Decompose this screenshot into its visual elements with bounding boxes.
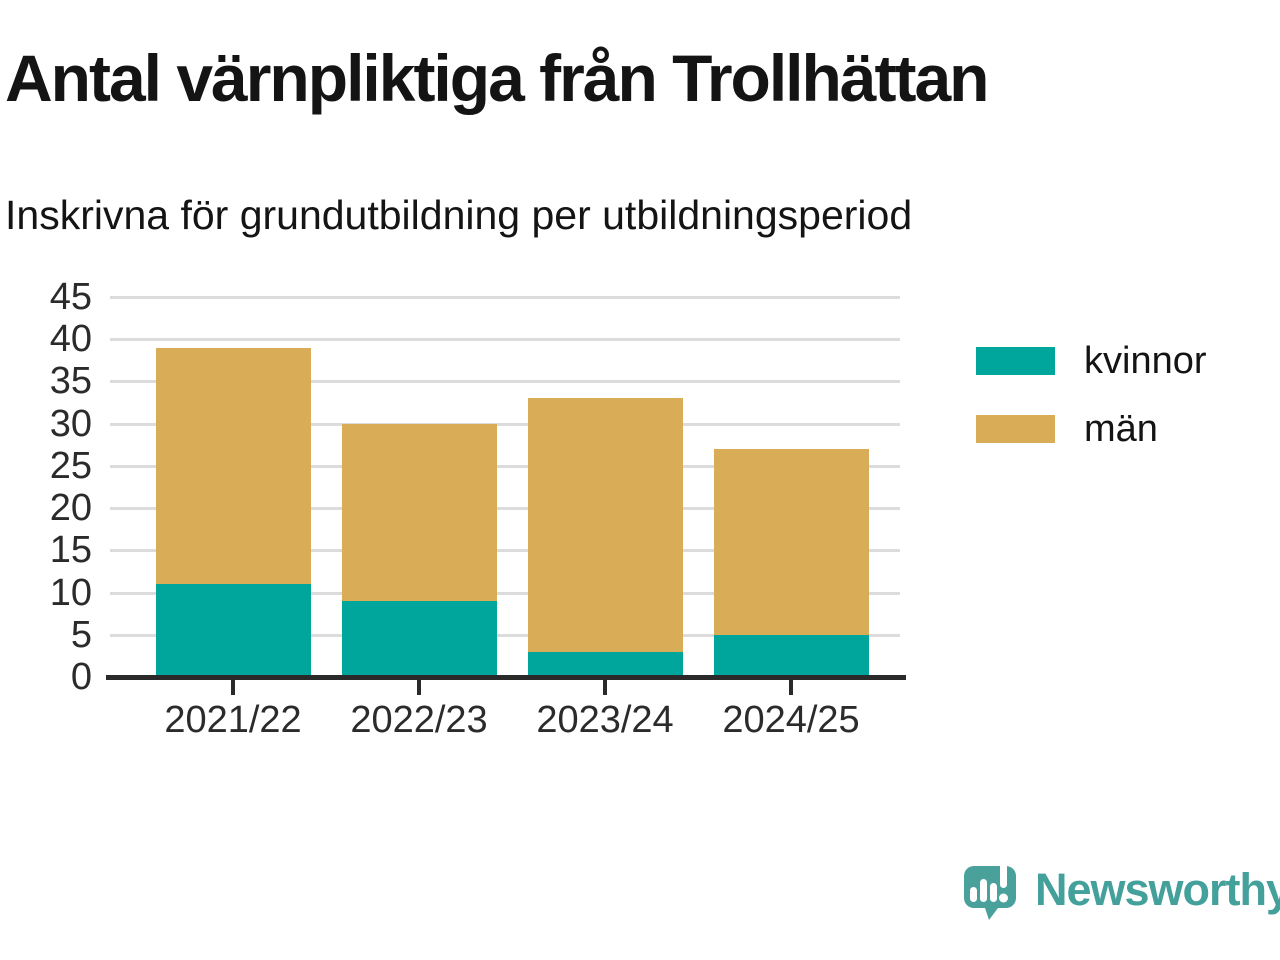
x-tick-2021/22 [231,680,235,695]
legend-label-kvinnor: kvinnor [1084,340,1207,382]
x-tick-2022/23 [417,680,421,695]
y-tick-label: 25 [49,444,92,487]
newsworthy-logo-icon [964,860,1016,920]
y-tick-label: 15 [49,529,92,572]
x-tick-label: 2023/24 [536,699,674,741]
y-tick-label: 5 [70,613,92,656]
gridline-45 [110,296,900,299]
legend-swatch-män [976,415,1055,443]
gridline-15 [110,549,900,553]
newsworthy-wordmark: Newsworthy [1035,864,1280,915]
legend-swatch-kvinnor [976,347,1055,375]
x-tick-2024/25 [789,680,793,695]
gridline-25 [110,464,900,468]
bar-2023/24-kvinnor [527,651,683,677]
y-tick-label: 10 [49,571,92,614]
bar-2022/23-kvinnor [341,601,497,677]
bar-2024/25-män [713,449,869,635]
newsworthy-logo: Newsworthy [962,858,1280,922]
y-tick-label: 45 [49,276,92,318]
gridline-35 [110,380,900,384]
gridline-5 [110,633,900,637]
bar-2021/22-kvinnor [155,584,311,677]
x-tick-label: 2024/25 [722,699,860,741]
y-tick-label: 30 [49,402,92,445]
legend-label-män: män [1084,408,1158,450]
bar-2024/25-kvinnor [713,634,869,677]
chart-legend: kvinnor män [976,342,1207,478]
chart-subtitle: Inskrivna för grundutbildning per utbild… [5,192,913,238]
gridline-20 [110,507,900,511]
x-tick-2023/24 [603,680,607,695]
x-tick-label: 2021/22 [164,699,302,741]
gridline-10 [110,591,900,595]
y-tick-label: 35 [49,360,92,403]
y-tick-label: 0 [70,656,92,698]
legend-item-kvinnor: kvinnor [976,342,1207,380]
legend-item-män: män [976,410,1207,448]
chart-title: Antal värnpliktiga från Trollhättan [5,41,989,115]
y-tick-label: 40 [49,318,92,361]
bar-2021/22-män [155,347,311,585]
gridline-40 [110,338,900,342]
bar-2022/23-män [341,423,497,601]
gridline-30 [110,422,900,426]
x-axis-line [106,675,906,680]
x-tick-label: 2022/23 [350,699,488,741]
y-tick-label: 20 [49,487,92,530]
bar-2023/24-män [527,398,683,652]
